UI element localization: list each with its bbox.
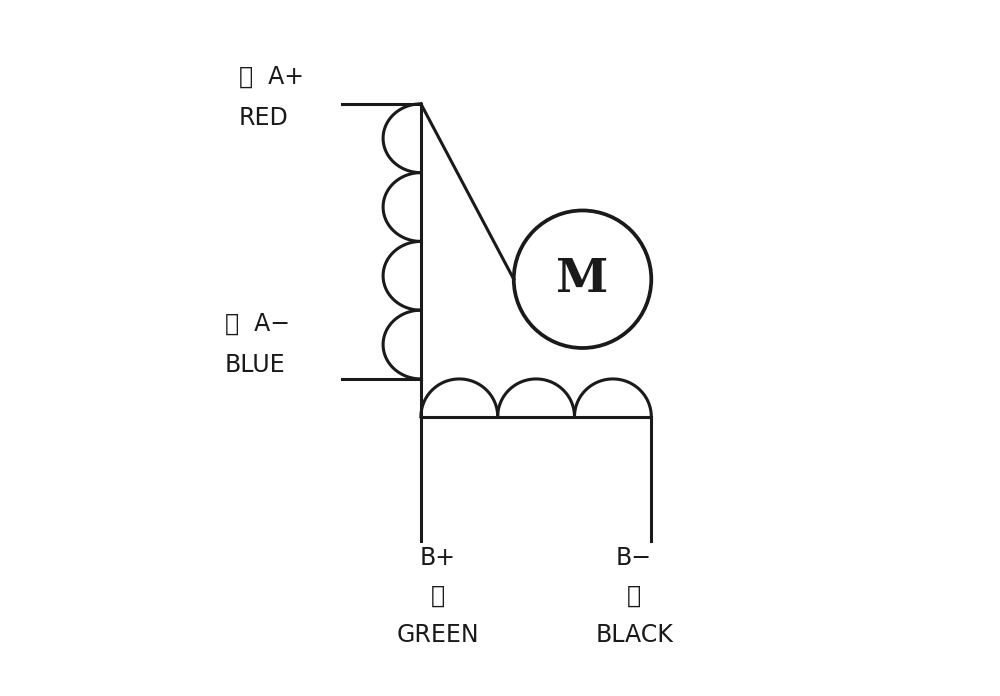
Text: B+: B+ — [420, 546, 456, 570]
Text: 黑: 黑 — [627, 583, 641, 608]
Text: GREEN: GREEN — [397, 624, 479, 647]
Text: M: M — [556, 256, 609, 302]
Text: 红  A+: 红 A+ — [239, 64, 304, 88]
Text: 蓝  A−: 蓝 A− — [225, 312, 290, 336]
Text: RED: RED — [239, 106, 288, 129]
Text: BLUE: BLUE — [225, 353, 286, 377]
Text: BLACK: BLACK — [595, 624, 673, 647]
Text: 绿: 绿 — [431, 583, 445, 608]
Text: B−: B− — [616, 546, 652, 570]
